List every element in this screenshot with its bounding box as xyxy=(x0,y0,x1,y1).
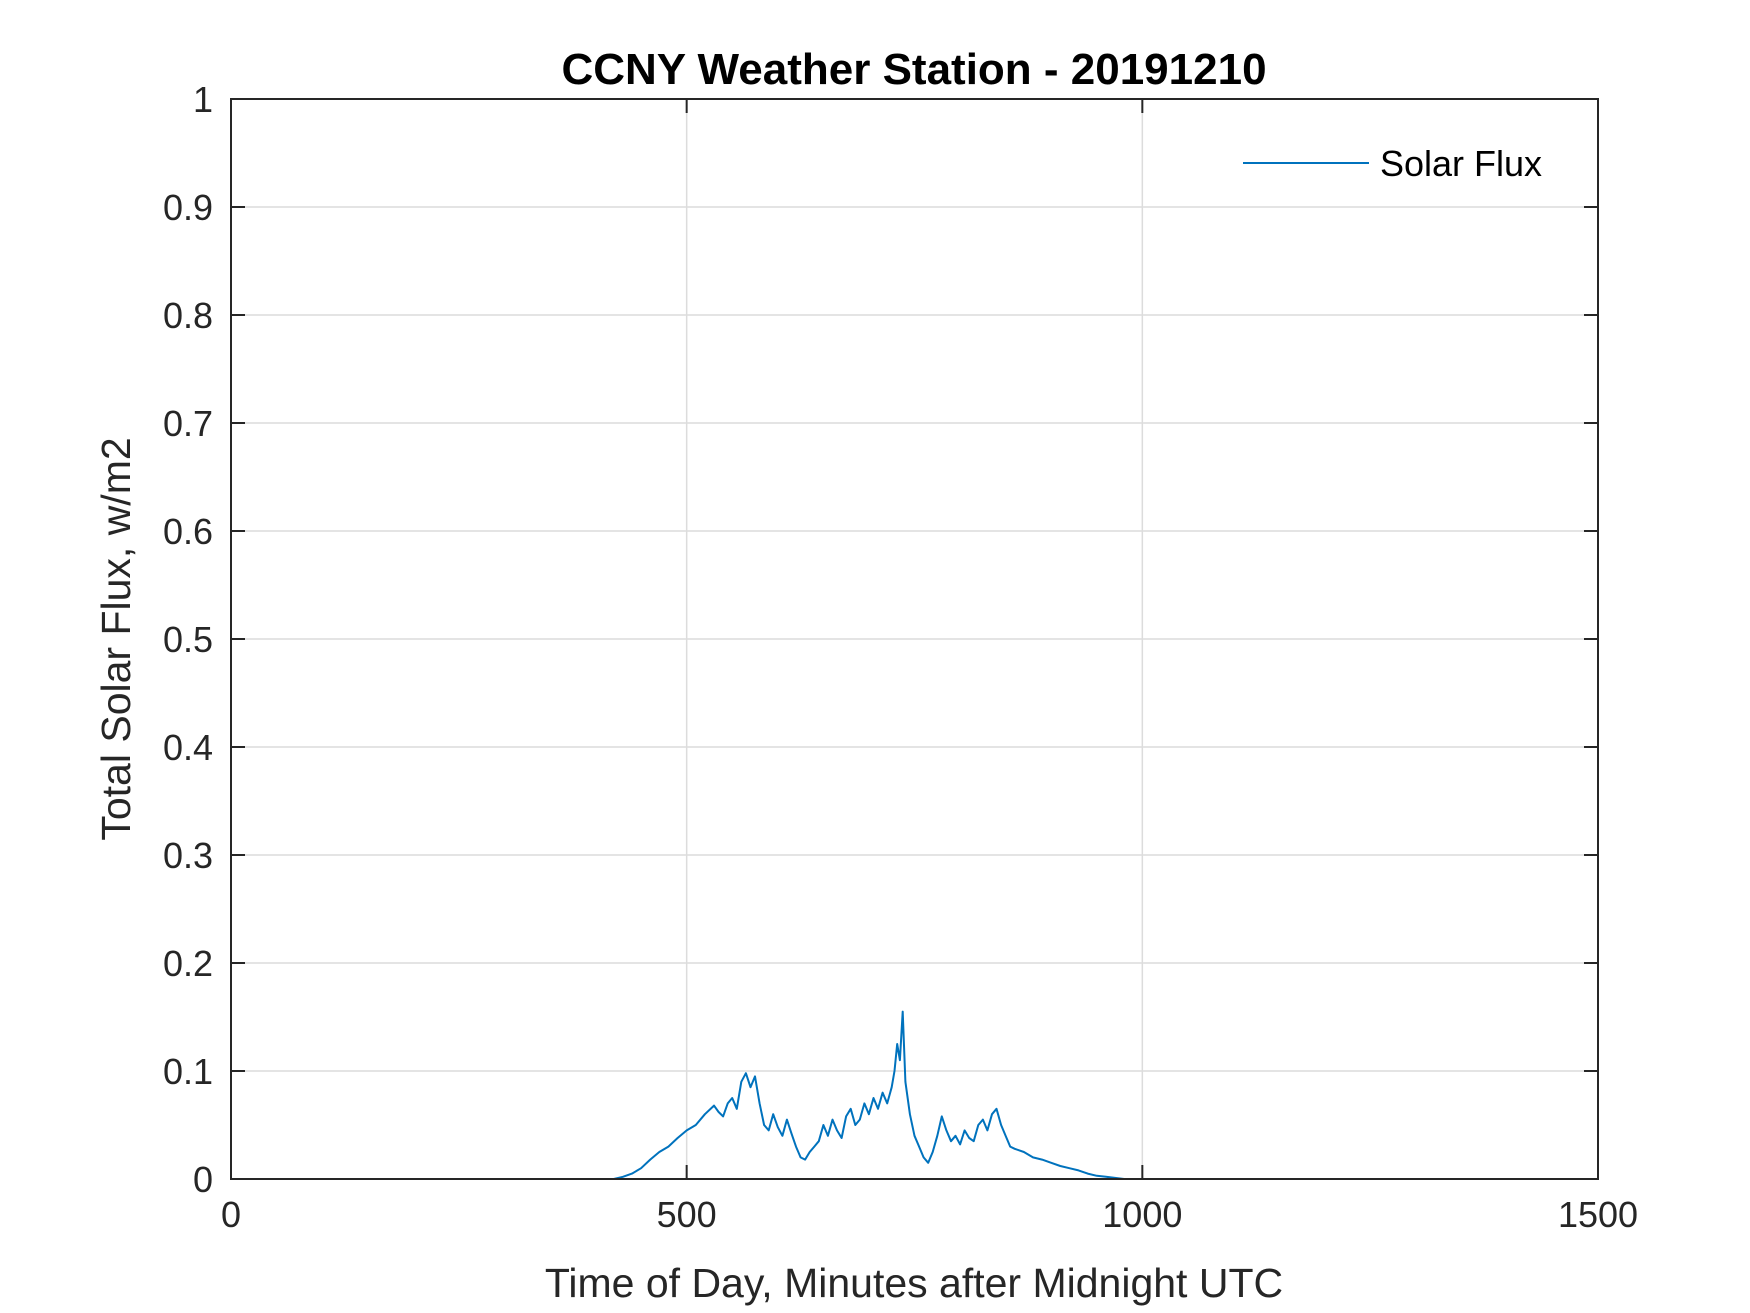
plot-lines xyxy=(231,1010,1544,1180)
y-tick-label: 0.9 xyxy=(163,187,213,228)
x-tick-label: 1500 xyxy=(1558,1194,1638,1235)
tick-labels: 0 500 1000 1500 0 0.1 0.2 0.3 0.4 0.5 0.6 0.7 0.8 0.9… xyxy=(163,79,1638,1235)
x-tick-label: 0 xyxy=(221,1194,241,1235)
y-tick-label: 0.1 xyxy=(163,1051,213,1092)
x-tick-label: 1000 xyxy=(1102,1194,1182,1235)
x-tick-label: 500 xyxy=(657,1194,717,1235)
y-tick-label: 0.5 xyxy=(163,619,213,660)
y-tick-label: 0.3 xyxy=(163,835,213,876)
legend: Solar Flux xyxy=(1243,143,1542,184)
plot-frame xyxy=(230,98,1599,1180)
y-tick-label: 1 xyxy=(193,79,213,120)
x-axis-label: Time of Day, Minutes after Midnight UTC xyxy=(545,1260,1283,1306)
y-tick-label: 0.7 xyxy=(163,403,213,444)
legend-label-solar-flux: Solar Flux xyxy=(1380,143,1542,184)
y-axis-label: Total Solar Flux, w/m2 xyxy=(93,437,139,840)
chart-title: CCNY Weather Station - 20191210 xyxy=(561,45,1266,94)
y-tick-label: 0.2 xyxy=(163,943,213,984)
y-tick-label: 0.8 xyxy=(163,295,213,336)
gridlines xyxy=(231,99,1598,1179)
series-line-solar-flux xyxy=(231,1010,1544,1180)
y-tick-label: 0 xyxy=(193,1159,213,1200)
y-tick-label: 0.4 xyxy=(163,727,213,768)
y-tick-label: 0.6 xyxy=(163,511,213,552)
